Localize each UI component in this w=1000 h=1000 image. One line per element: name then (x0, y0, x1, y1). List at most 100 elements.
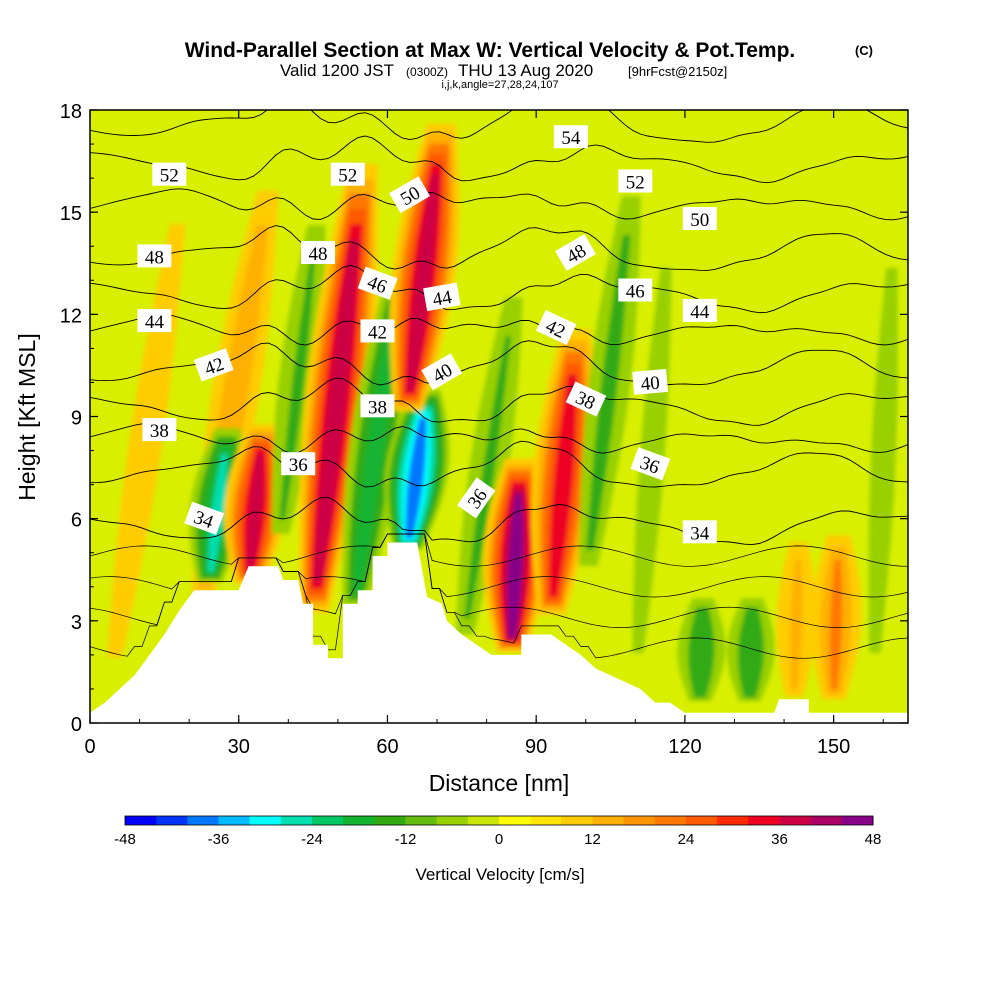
contour-label: 40 (421, 353, 463, 391)
contour-label: 50 (682, 207, 717, 231)
contour-label-text: 48 (309, 244, 328, 265)
theta-contour-40 (90, 377, 908, 426)
contour-label-text: 54 (561, 128, 581, 149)
x-axis-label: Distance [nm] (429, 770, 570, 796)
contour-label-text: 52 (338, 166, 357, 187)
contour-label-text: 52 (160, 166, 179, 187)
velocity-band (688, 607, 715, 698)
colorbar-swatch (530, 816, 562, 825)
theta-contour-34 (90, 497, 908, 546)
subtitle-forecast: [9hrFcst@2150z] (628, 64, 727, 79)
theta-line (90, 377, 908, 426)
contour-label-text: 44 (431, 287, 454, 311)
theta-contour-38 (90, 423, 908, 454)
colorbar-label: Vertical Velocity [cm/s] (415, 865, 584, 884)
potential-temperature-contours (90, 110, 908, 659)
contour-label-text: 44 (690, 302, 710, 323)
contour-label-text: 48 (145, 247, 164, 268)
colorbar-swatch (374, 816, 406, 825)
colorbar-swatch (748, 816, 780, 825)
theta-line (90, 440, 908, 488)
theta-line (90, 314, 908, 346)
theta-line (90, 265, 908, 314)
contour-label: 42 (193, 348, 234, 382)
contour-label-text: 44 (145, 312, 165, 333)
velocity-band (586, 235, 631, 551)
x-tick-label: 0 (84, 736, 95, 758)
updraft-core-10 (483, 458, 549, 652)
contour-label-text: 38 (368, 397, 387, 418)
velocity-band (464, 336, 511, 619)
contour-label: 36 (281, 452, 316, 476)
colorbar-swatch (592, 816, 625, 825)
colorbar-swatch (499, 816, 531, 825)
velocity-band (737, 607, 764, 698)
contour-label: 46 (357, 266, 398, 300)
colorbar-swatch (187, 816, 219, 825)
y-tick-label: 12 (60, 305, 82, 327)
theta-line (90, 497, 908, 546)
contour-label-text: 34 (690, 523, 710, 544)
colorbar-tick-label: 36 (771, 831, 788, 848)
velocity-band (406, 174, 439, 391)
colorbar-swatch (623, 816, 656, 825)
contour-label: 38 (360, 394, 395, 418)
y-axis-label: Height [Kft MSL] (14, 333, 40, 500)
contour-label: 40 (632, 368, 669, 396)
colorbar-swatch (436, 816, 469, 825)
velocity-band (548, 374, 577, 597)
downdraft-core-9 (455, 297, 523, 635)
contour-label-text: 50 (690, 210, 709, 231)
colorbar-swatch (249, 816, 282, 825)
colorbar-swatch (156, 816, 188, 825)
colorbar-swatch (561, 816, 593, 825)
colorbar-tick-label: 48 (865, 831, 882, 848)
contour-label-text: 46 (626, 282, 645, 303)
vertical-velocity-field (90, 110, 908, 723)
x-tick-label: 90 (525, 736, 547, 758)
theta-line (90, 225, 908, 271)
y-tick-label: 6 (71, 510, 82, 532)
contour-label: 34 (184, 501, 225, 535)
y-tick-label: 0 (71, 714, 82, 736)
colorbar-swatch (810, 816, 843, 825)
colorbar-swatch (841, 816, 874, 825)
contour-label: 52 (330, 162, 365, 187)
velocity-band (247, 454, 263, 572)
colorbar-swatch (312, 816, 344, 825)
theta-contour-54 (90, 110, 908, 143)
colorbar-tick-label: 24 (678, 831, 695, 848)
contour-label: 44 (423, 282, 461, 312)
downdraft-core-15 (727, 598, 775, 702)
velocity-band (405, 418, 427, 539)
theta-line (90, 423, 908, 454)
contour-label: 38 (142, 418, 177, 442)
contour-label-text: 42 (368, 322, 387, 343)
colorbar-swatch (125, 816, 157, 825)
grid-index-line: i,j,k,angle=27,28,24,107 (441, 79, 558, 91)
contour-label: 52 (618, 169, 653, 194)
x-axis-ticks: 0 30 60 90 120 150 (84, 110, 884, 758)
contour-label: 44 (682, 298, 717, 323)
contour-label: 54 (553, 125, 588, 149)
colorbar-tick-label: -36 (208, 831, 230, 848)
colorbar-swatch (717, 816, 749, 825)
x-tick-label: 120 (668, 736, 701, 758)
chart-title: Wind-Parallel Section at Max W: Vertical… (185, 39, 796, 62)
updraft-core-17 (810, 535, 862, 700)
theta-contour-44 (90, 314, 908, 346)
contour-label: 48 (555, 234, 597, 272)
contour-label-text: 40 (640, 373, 661, 396)
colorbar-swatch (654, 816, 687, 825)
y-tick-label: 15 (60, 203, 82, 225)
theta-contour-36 (90, 440, 908, 488)
colorbar-swatch (218, 816, 251, 825)
theta-contour-52 (90, 135, 908, 184)
contour-label-text: 38 (150, 421, 169, 442)
colorbar-tick-label: 0 (495, 831, 503, 848)
downdraft-core-18 (868, 268, 898, 653)
colorbar-tick-label: 12 (584, 831, 601, 848)
subtitle-zulu: (0300Z) (406, 65, 448, 79)
